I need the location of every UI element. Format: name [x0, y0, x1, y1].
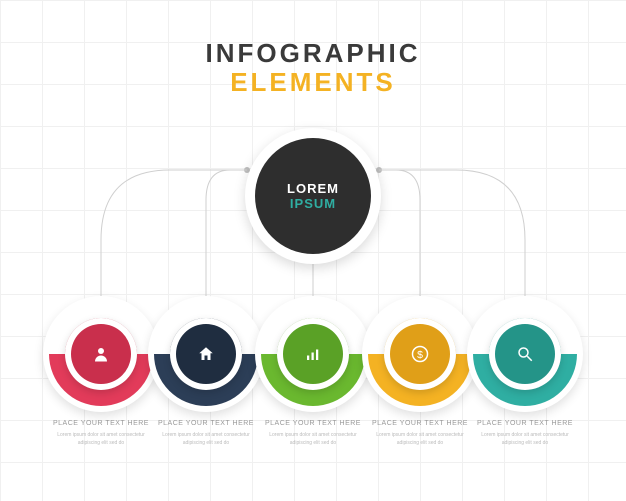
item-inner-disc [277, 318, 349, 390]
dollar-icon [411, 345, 429, 363]
center-disc: LOREM IPSUM [255, 138, 371, 254]
item-circle [255, 296, 371, 412]
item-circle [43, 296, 159, 412]
item-label: PLACE YOUR TEXT HERE [463, 420, 587, 427]
item-label: PLACE YOUR TEXT HERE [144, 420, 268, 427]
chart-icon [304, 345, 322, 363]
item-circle [362, 296, 478, 412]
item-5: PLACE YOUR TEXT HERE Lorem ipsum dolor si… [463, 296, 587, 447]
search-icon [516, 345, 534, 363]
person-icon [92, 345, 110, 363]
item-inner-disc [170, 318, 242, 390]
items-row: PLACE YOUR TEXT HERE Lorem ipsum dolor si… [0, 296, 626, 496]
header: INFOGRAPHIC ELEMENTS [0, 38, 626, 98]
item-label: PLACE YOUR TEXT HERE [251, 420, 375, 427]
item-circle [467, 296, 583, 412]
item-inner-disc [384, 318, 456, 390]
item-circle [148, 296, 264, 412]
item-desc: Lorem ipsum dolor sit amet consectetur a… [251, 431, 375, 447]
item-inner-disc [489, 318, 561, 390]
header-line2: ELEMENTS [0, 67, 626, 98]
center-text2: IPSUM [290, 196, 336, 211]
item-desc: Lorem ipsum dolor sit amet consectetur a… [144, 431, 268, 447]
header-line1: INFOGRAPHIC [0, 38, 626, 69]
item-2: PLACE YOUR TEXT HERE Lorem ipsum dolor si… [144, 296, 268, 447]
item-3: PLACE YOUR TEXT HERE Lorem ipsum dolor si… [251, 296, 375, 447]
item-desc: Lorem ipsum dolor sit amet consectetur a… [463, 431, 587, 447]
item-inner-disc [65, 318, 137, 390]
center-circle: LOREM IPSUM [245, 128, 381, 264]
center-text1: LOREM [287, 181, 339, 196]
home-icon [197, 345, 215, 363]
